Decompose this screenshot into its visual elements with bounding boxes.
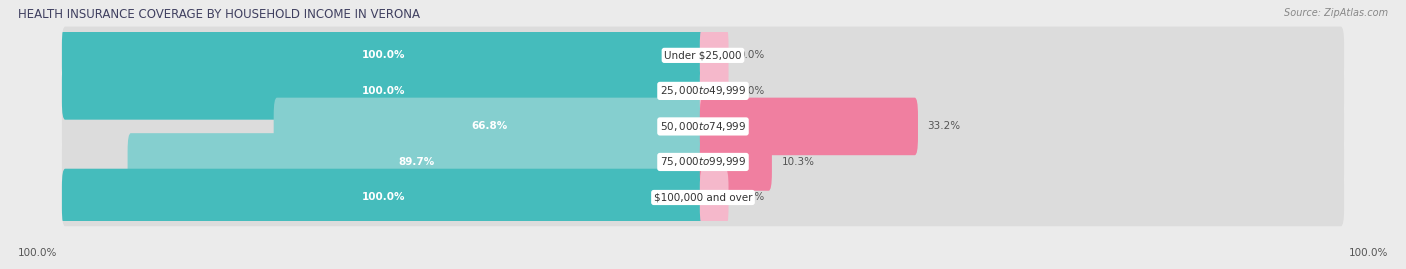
FancyBboxPatch shape xyxy=(700,27,728,84)
FancyBboxPatch shape xyxy=(700,169,728,226)
Text: 0.0%: 0.0% xyxy=(738,50,765,60)
Text: 66.8%: 66.8% xyxy=(472,121,508,132)
FancyBboxPatch shape xyxy=(62,27,706,84)
FancyBboxPatch shape xyxy=(62,27,1344,84)
FancyBboxPatch shape xyxy=(62,169,706,226)
FancyBboxPatch shape xyxy=(274,98,706,155)
Text: HEALTH INSURANCE COVERAGE BY HOUSEHOLD INCOME IN VERONA: HEALTH INSURANCE COVERAGE BY HOUSEHOLD I… xyxy=(18,8,420,21)
FancyBboxPatch shape xyxy=(700,98,918,155)
Text: 33.2%: 33.2% xyxy=(928,121,960,132)
Text: $25,000 to $49,999: $25,000 to $49,999 xyxy=(659,84,747,97)
FancyBboxPatch shape xyxy=(700,133,772,191)
Text: $75,000 to $99,999: $75,000 to $99,999 xyxy=(659,155,747,168)
Text: 100.0%: 100.0% xyxy=(363,50,406,60)
Text: 10.3%: 10.3% xyxy=(782,157,814,167)
FancyBboxPatch shape xyxy=(62,169,1344,226)
FancyBboxPatch shape xyxy=(700,62,728,120)
Text: 100.0%: 100.0% xyxy=(1348,248,1388,258)
Text: $100,000 and over: $100,000 and over xyxy=(654,193,752,203)
Text: $50,000 to $74,999: $50,000 to $74,999 xyxy=(659,120,747,133)
Text: Under $25,000: Under $25,000 xyxy=(664,50,742,60)
FancyBboxPatch shape xyxy=(62,133,1344,191)
Text: 89.7%: 89.7% xyxy=(399,157,434,167)
FancyBboxPatch shape xyxy=(62,62,1344,120)
FancyBboxPatch shape xyxy=(62,98,1344,155)
Text: 100.0%: 100.0% xyxy=(363,86,406,96)
Text: 0.0%: 0.0% xyxy=(738,86,765,96)
Text: 0.0%: 0.0% xyxy=(738,193,765,203)
FancyBboxPatch shape xyxy=(128,133,706,191)
FancyBboxPatch shape xyxy=(62,62,706,120)
Text: Source: ZipAtlas.com: Source: ZipAtlas.com xyxy=(1284,8,1388,18)
Text: 100.0%: 100.0% xyxy=(18,248,58,258)
Text: 100.0%: 100.0% xyxy=(363,193,406,203)
